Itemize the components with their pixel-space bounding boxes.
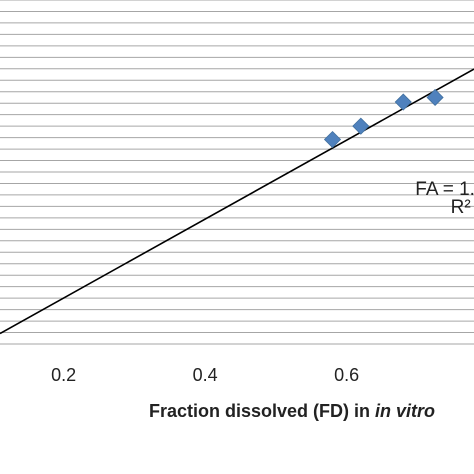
x-axis-label-main: Fraction dissolved (FD) in [149, 401, 375, 421]
x-axis-label-italic: in vitro [375, 401, 435, 421]
data-point [352, 117, 370, 135]
data-point [323, 130, 342, 149]
x-tick-label: 0.2 [51, 365, 76, 385]
x-tick-labels: 0.2 0.4 0.6 [51, 365, 359, 385]
x-axis-label: Fraction dissolved (FD) in in vitro [149, 401, 435, 421]
data-point [394, 93, 412, 111]
x-tick-label: 0.6 [334, 365, 359, 385]
trendline-layer [0, 68, 474, 335]
data-points [323, 88, 444, 149]
trendline [0, 68, 474, 335]
annotation-text: R² = 0.9 [451, 197, 474, 218]
data-point [426, 88, 444, 107]
regression-annotations: FA = 1.0325FDR² = 0.9 [415, 179, 474, 218]
annotation-text: FA = 1.0325FD [415, 179, 474, 200]
x-tick-label: 0.4 [193, 365, 218, 385]
gridlines [0, 0, 474, 345]
